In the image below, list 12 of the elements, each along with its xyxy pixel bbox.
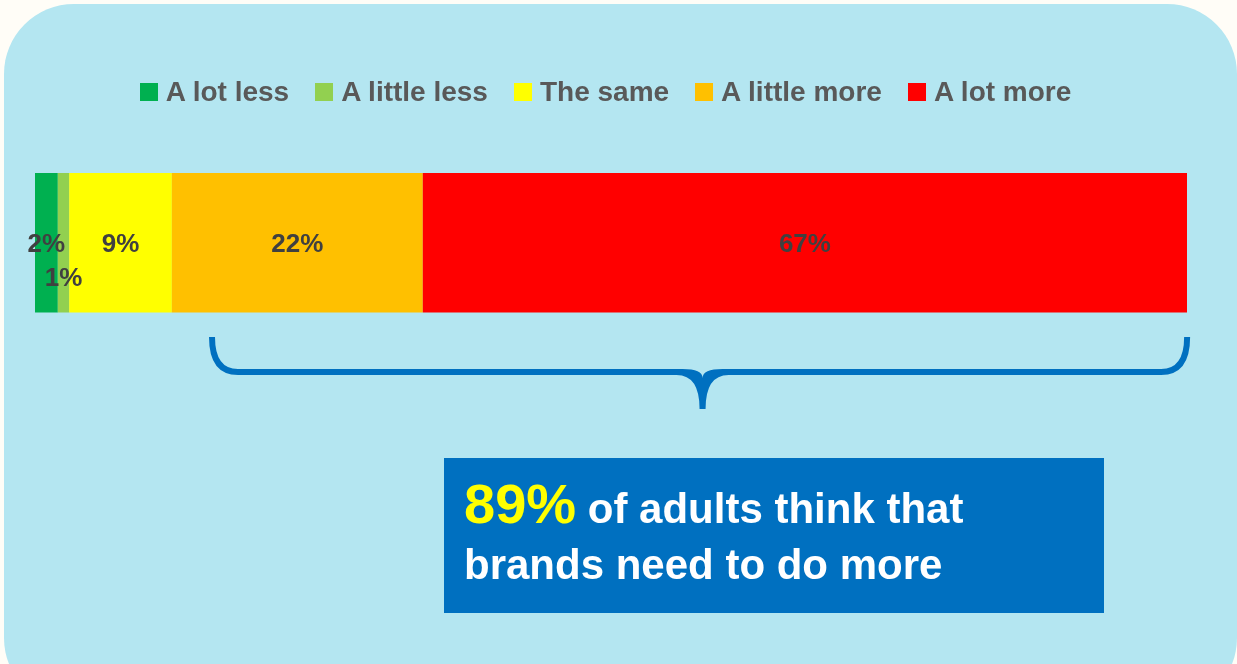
bar <box>422 173 1187 313</box>
legend-label: A lot less <box>164 76 290 108</box>
data-label: 22% <box>271 227 324 258</box>
data-label: 1% <box>44 261 83 292</box>
bar <box>171 173 423 313</box>
data-label: 9% <box>101 227 140 258</box>
legend-label: A little more <box>720 76 882 108</box>
legend-label: The same <box>538 76 670 108</box>
data-label: 67% <box>778 227 831 258</box>
legend-label: A lot more <box>932 76 1072 108</box>
legend-label: A little less <box>340 76 488 108</box>
text: 89% of adults think that brands need to do more <box>444 458 1104 613</box>
